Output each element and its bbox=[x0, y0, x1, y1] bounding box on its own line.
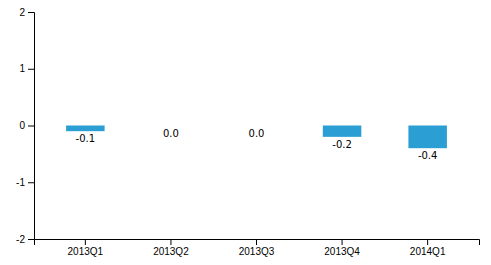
y-tick-label: -2 bbox=[16, 234, 25, 245]
x-tick-mark bbox=[256, 239, 257, 245]
bar bbox=[152, 125, 191, 126]
data-label: 0.0 bbox=[163, 128, 179, 139]
x-tick-mark bbox=[427, 239, 428, 245]
data-label: -0.1 bbox=[76, 133, 96, 144]
y-tick: 2 bbox=[19, 7, 34, 18]
y-axis-line bbox=[28, 13, 35, 240]
y-tick: 1 bbox=[19, 63, 34, 74]
x-tick: 2013Q3 bbox=[239, 239, 275, 257]
data-labels: -0.1 0.0 0.0 -0.2 -0.4 bbox=[76, 128, 438, 162]
x-tick: 2013Q2 bbox=[153, 239, 189, 257]
bar bbox=[323, 126, 362, 137]
x-tick-mark bbox=[170, 239, 171, 245]
x-tick-label: 2013Q1 bbox=[68, 246, 104, 257]
x-tick-label: 2013Q3 bbox=[239, 246, 275, 257]
y-tick: 0 bbox=[19, 120, 34, 131]
bar bbox=[66, 126, 105, 132]
data-label: -0.4 bbox=[418, 150, 438, 161]
x-tick: 2013Q1 bbox=[68, 239, 104, 257]
x-tick-mark bbox=[342, 239, 343, 245]
x-tick-label: 2013Q2 bbox=[153, 246, 189, 257]
x-tick: 2014Q1 bbox=[410, 239, 446, 257]
y-tick-label: 2 bbox=[19, 7, 25, 18]
x-tick-label: 2014Q1 bbox=[410, 246, 446, 257]
bar bbox=[237, 125, 276, 126]
data-label: -0.2 bbox=[332, 139, 352, 150]
y-tick-label: -1 bbox=[16, 177, 25, 188]
bars bbox=[66, 126, 447, 149]
y-tick-mark bbox=[28, 12, 34, 13]
y-tick-label: 1 bbox=[19, 63, 25, 74]
data-label: 0.0 bbox=[249, 128, 265, 139]
plot: -2 -1 0 1 2 2013Q1 2013Q2 2013Q3 2013Q4 2014Q1 -0.… bbox=[16, 7, 479, 257]
y-tick-mark bbox=[28, 182, 34, 183]
x-axis-line bbox=[35, 240, 480, 246]
y-tick: -1 bbox=[16, 177, 34, 188]
x-tick-mark bbox=[85, 239, 86, 245]
y-tick-mark bbox=[28, 239, 34, 240]
y-axis: -2 -1 0 1 2 bbox=[16, 7, 34, 245]
x-tick: 2013Q4 bbox=[324, 239, 360, 257]
y-tick: -2 bbox=[16, 234, 34, 245]
y-tick-mark bbox=[28, 69, 34, 70]
x-axis: 2013Q1 2013Q2 2013Q3 2013Q4 2014Q1 bbox=[35, 239, 480, 257]
y-tick-mark bbox=[28, 126, 34, 127]
bar bbox=[408, 126, 447, 149]
chart: -2 -1 0 1 2 2013Q1 2013Q2 2013Q3 2013Q4 2014Q1 -0.… bbox=[0, 0, 491, 265]
y-tick-label: 0 bbox=[19, 120, 25, 131]
x-tick-label: 2013Q4 bbox=[324, 246, 360, 257]
